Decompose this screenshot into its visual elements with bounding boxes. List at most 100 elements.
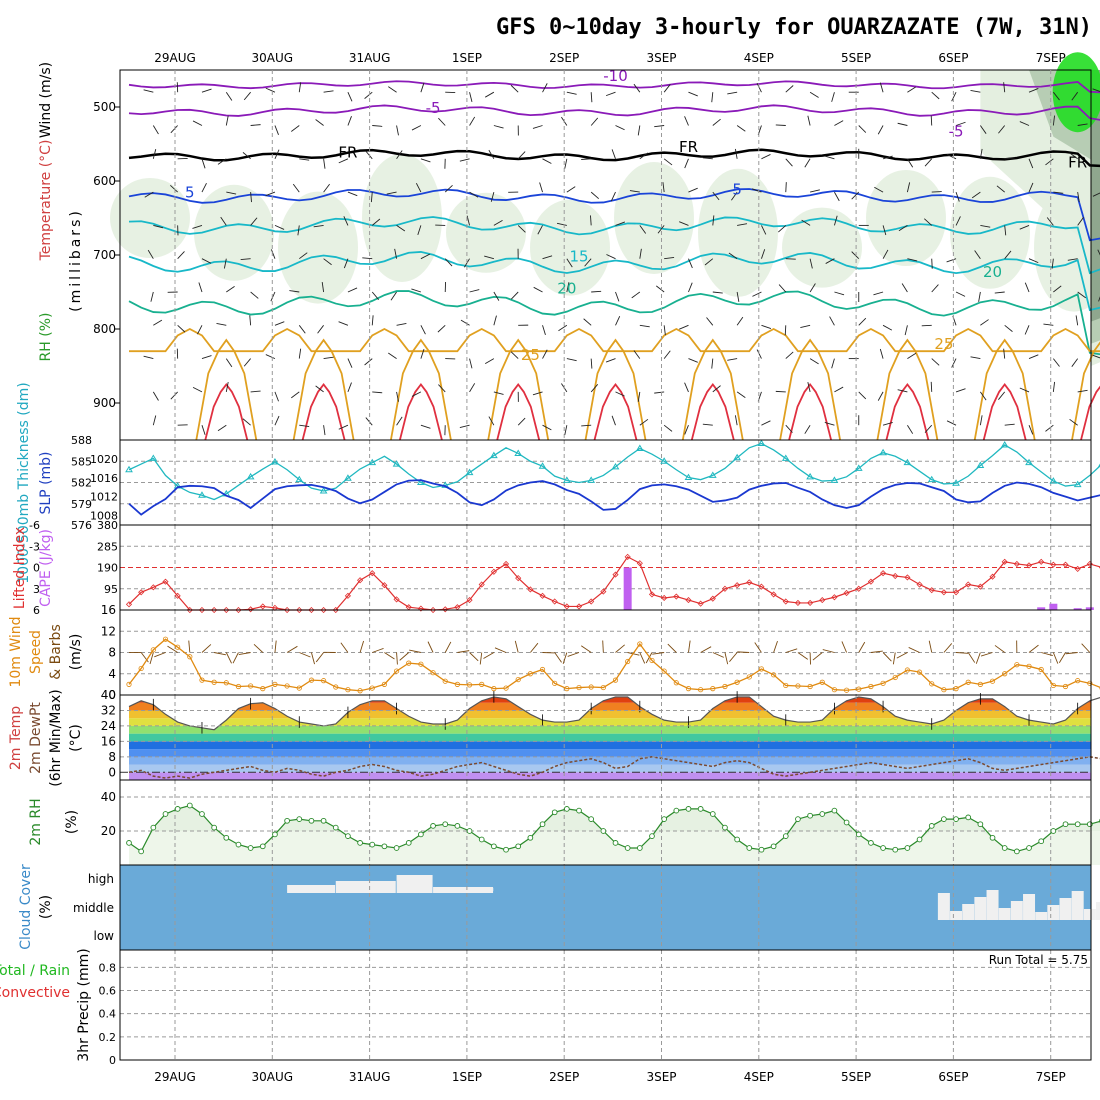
top-date-label: 29AUG xyxy=(154,51,196,65)
wind-barb xyxy=(858,125,867,133)
wind-barb xyxy=(663,84,671,93)
wind-barb xyxy=(365,417,373,426)
lifted-index-marker xyxy=(624,553,631,560)
rh-marker xyxy=(673,807,680,814)
lifted-index-marker xyxy=(1025,562,1033,569)
wind-barb xyxy=(1077,192,1080,203)
wind-barb xyxy=(1077,389,1088,393)
wind-barb xyxy=(291,391,300,399)
precip-tick-label: 0.8 xyxy=(99,961,117,974)
top-date-label: 2SEP xyxy=(549,51,579,65)
thickness-marker xyxy=(514,449,523,456)
wind-barb-10m xyxy=(238,652,251,656)
temperature-band xyxy=(129,725,1091,734)
wind-barb xyxy=(265,87,276,93)
wind-barb xyxy=(907,86,917,93)
wind-barb-10m xyxy=(530,642,539,653)
wind-barb xyxy=(712,118,721,126)
wind-barb xyxy=(265,354,276,360)
wind-barb xyxy=(734,415,738,426)
wind-barb xyxy=(874,186,884,193)
wind-barb xyxy=(1092,354,1100,359)
thickness-tick-label: 585 xyxy=(71,455,92,468)
rh-shading xyxy=(194,184,274,281)
wind-barb xyxy=(1024,325,1030,335)
wind-barb xyxy=(1051,258,1054,269)
cape-label: CAPE (J/kg) xyxy=(38,529,54,607)
bottom-date-label: 7SEP xyxy=(1036,1070,1066,1084)
wind-barb-10m xyxy=(494,647,507,653)
wind-barb xyxy=(1046,217,1054,226)
wind-barb xyxy=(517,151,526,160)
bottom-date-label: 3SEP xyxy=(646,1070,676,1084)
wind-barb-10m xyxy=(286,645,298,653)
lifted-index-marker xyxy=(758,583,765,590)
wind-barb xyxy=(629,190,640,193)
wind-barb xyxy=(882,324,893,331)
wind-barb xyxy=(338,424,349,430)
lifted-index-marker xyxy=(734,582,741,589)
wind-barb xyxy=(807,382,811,393)
wind-barb-10m xyxy=(444,641,452,653)
wind-barb-10m xyxy=(700,646,712,653)
thickness-marker xyxy=(611,462,620,470)
top-date-label: 3SEP xyxy=(646,51,676,65)
temperature-contour xyxy=(128,148,1100,168)
wind-barb xyxy=(901,283,908,293)
wind-barb-10m xyxy=(667,643,677,653)
top-date-label: 31AUG xyxy=(349,51,391,65)
wind-barb xyxy=(394,248,398,259)
wind-barb-10m xyxy=(409,649,421,653)
wind-barb xyxy=(639,248,642,259)
wind-speed-marker xyxy=(734,679,740,685)
wind-barb xyxy=(752,291,762,297)
wind-barb-10m xyxy=(567,652,580,657)
wind-barb xyxy=(198,282,203,293)
wind-speed-marker xyxy=(552,680,558,686)
wind-barb xyxy=(396,150,403,160)
wind-barb xyxy=(731,191,738,201)
wind-barb xyxy=(153,319,163,326)
wind-barb-10m xyxy=(870,650,883,653)
temperature-contour xyxy=(487,338,550,441)
wind-barb xyxy=(143,355,154,360)
wind-barb xyxy=(216,322,227,326)
lifted-index-marker xyxy=(551,598,558,605)
wind-barb xyxy=(539,182,543,193)
wind-barb xyxy=(153,224,164,229)
wind-speed-marker xyxy=(795,683,801,689)
rh-shading xyxy=(866,170,946,266)
wind-barb xyxy=(438,384,446,393)
wind-barb xyxy=(192,386,203,393)
wind-barb-10m xyxy=(399,652,410,661)
wind-barb xyxy=(637,125,641,136)
wind-barb xyxy=(785,85,794,93)
wind-barb xyxy=(736,391,746,399)
rh-marker xyxy=(357,840,363,846)
rh-marker xyxy=(770,843,777,850)
cape-bar xyxy=(1049,603,1058,610)
wind-barb xyxy=(289,290,300,293)
wind-barb xyxy=(1071,358,1079,367)
wind-barb xyxy=(1003,348,1006,359)
rh-shading xyxy=(782,207,862,288)
wind-speed-marker xyxy=(248,683,254,689)
lifted-index-marker xyxy=(393,596,400,603)
wind-speed-marker xyxy=(235,683,242,690)
wind-barb xyxy=(615,125,625,131)
precip-tick-label: 0.6 xyxy=(99,985,117,998)
rh-marker xyxy=(892,846,899,853)
wind-barb xyxy=(907,352,917,359)
wind-barb-10m xyxy=(311,652,315,665)
wind-barb-10m xyxy=(299,652,311,658)
wind-speed-marker xyxy=(868,683,874,690)
lifted-index-marker xyxy=(904,574,911,581)
wind-speed-marker xyxy=(503,685,509,691)
wind-barb xyxy=(833,215,838,226)
panel-frame xyxy=(119,949,1092,1061)
wind-barb xyxy=(347,287,358,293)
wind-barb xyxy=(1052,381,1056,392)
temperature-band xyxy=(129,772,1091,780)
wind-speed-marker xyxy=(1038,666,1044,673)
wind-speed-marker xyxy=(685,686,692,692)
